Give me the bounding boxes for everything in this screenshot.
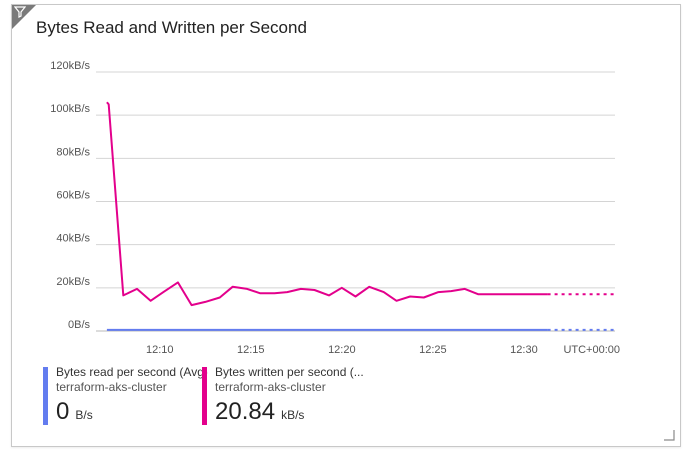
legend-color-bar-written xyxy=(202,367,207,425)
y-tick-label: 60kB/s xyxy=(56,190,90,202)
y-tick-label: 100kB/s xyxy=(50,103,90,115)
legend-unit: kB/s xyxy=(281,408,305,422)
legend-value: 0 xyxy=(56,398,70,425)
filter-icon[interactable] xyxy=(14,6,26,18)
legend-item-read[interactable]: Bytes read per second (Avg) terraform-ak… xyxy=(43,365,208,427)
y-tick-label: 0B/s xyxy=(68,319,91,331)
chart-tile: Bytes Read and Written per Second 0B/s 20… xyxy=(11,4,681,447)
chart-title: Bytes Read and Written per Second xyxy=(36,18,307,37)
y-tick-label: 120kB/s xyxy=(50,60,90,72)
y-tick-label: 40kB/s xyxy=(56,233,90,245)
legend-color-bar-read xyxy=(43,367,48,425)
y-tick-label: 20kB/s xyxy=(56,276,90,288)
x-tick-label: 12:10 xyxy=(146,344,174,355)
legend-series-name: Bytes read per second (Avg) xyxy=(56,365,208,379)
series-line-written xyxy=(106,101,548,307)
timezone-label: UTC+00:00 xyxy=(563,344,620,355)
legend-resource-name: terraform-aks-cluster xyxy=(56,380,167,394)
resize-handle-icon[interactable] xyxy=(663,429,675,441)
legend-resource-name: terraform-aks-cluster xyxy=(215,380,326,394)
legend-item-written[interactable]: Bytes written per second (... terraform-… xyxy=(202,365,372,427)
line-chart[interactable]: 0B/s 20kB/s 40kB/s 60kB/s 80kB/s 100kB/s 120kB… xyxy=(12,5,680,355)
y-tick-label: 80kB/s xyxy=(56,146,90,158)
x-tick-label: 12:25 xyxy=(419,344,447,355)
x-tick-label: 12:15 xyxy=(237,344,265,355)
legend-value: 20.84 xyxy=(215,398,276,425)
x-tick-label: 12:30 xyxy=(510,344,538,355)
legend-unit: B/s xyxy=(75,408,93,422)
x-tick-label: 12:20 xyxy=(328,344,356,355)
legend-series-name: Bytes written per second (... xyxy=(215,365,364,379)
